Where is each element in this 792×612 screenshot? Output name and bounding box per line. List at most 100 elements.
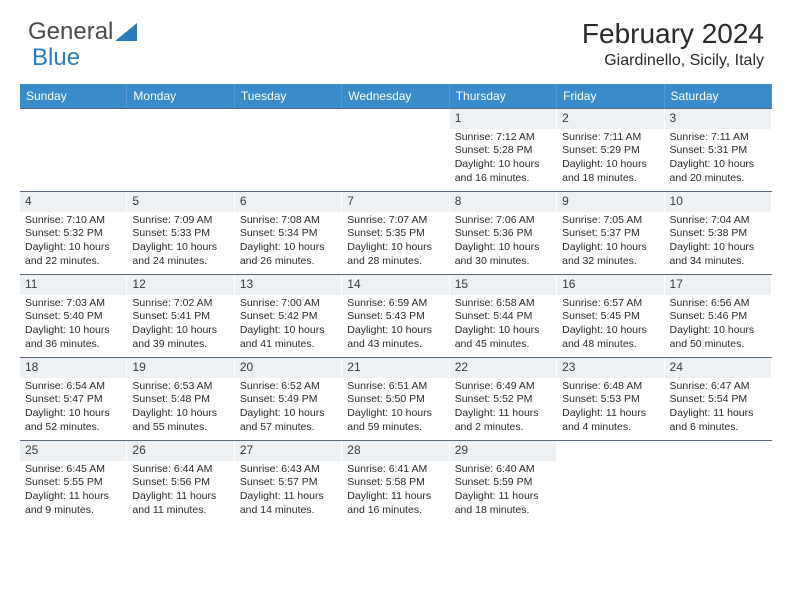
day-number: 22 xyxy=(450,358,556,378)
day-number: 20 xyxy=(235,358,341,378)
day-cell: 23 Sunrise: 6:48 AMSunset: 5:53 PMDayligh… xyxy=(557,358,664,440)
day-number: 9 xyxy=(557,192,663,212)
sunset-text: Sunset: 5:38 PM xyxy=(670,227,766,241)
month-title: February 2024 xyxy=(582,18,764,50)
day-number: 21 xyxy=(342,358,448,378)
daylight-text: Daylight: 10 hours and 55 minutes. xyxy=(132,407,228,434)
sunrise-text: Sunrise: 6:44 AM xyxy=(132,463,228,477)
day-number: 13 xyxy=(235,275,341,295)
sunrise-text: Sunrise: 6:56 AM xyxy=(670,297,766,311)
day-cell: 5Sunrise: 7:09 AMSunset: 5:33 PMDaylight… xyxy=(127,192,234,274)
day-number: 10 xyxy=(665,192,771,212)
daylight-text: Daylight: 10 hours and 57 minutes. xyxy=(240,407,336,434)
sunset-text: Sunset: 5:55 PM xyxy=(25,476,121,490)
sunset-text: Sunset: 5:57 PM xyxy=(240,476,336,490)
sunrise-text: Sunrise: 7:00 AM xyxy=(240,297,336,311)
day-cell: 27Sunrise: 6:43 AMSunset: 5:57 PMDayligh… xyxy=(235,441,342,523)
sunset-text: Sunset: 5:47 PM xyxy=(25,393,121,407)
sunset-text: Sunset: 5:56 PM xyxy=(132,476,228,490)
daylight-text: Daylight: 10 hours and 34 minutes. xyxy=(670,241,766,268)
day-cell: 20Sunrise: 6:52 AMSunset: 5:49 PMDayligh… xyxy=(235,358,342,440)
day-cell: 12 Sunrise: 7:02 AMSunset: 5:41 PMDayligh… xyxy=(127,275,234,357)
title-block: February 2024 Giardinello, Sicily, Italy xyxy=(582,18,764,70)
sunset-text: Sunset: 5:45 PM xyxy=(562,310,658,324)
sunset-text: Sunset: 5:58 PM xyxy=(347,476,443,490)
sunrise-text: Sunrise: 6:58 AM xyxy=(455,297,551,311)
day-cell: 18Sunrise: 6:54 AMSunset: 5:47 PMDayligh… xyxy=(20,358,127,440)
day-cell: 10 Sunrise: 7:04 AMSunset: 5:38 PMDayligh… xyxy=(665,192,772,274)
day-cell: 13 Sunrise: 7:00 AMSunset: 5:42 PMDayligh… xyxy=(235,275,342,357)
daylight-text: Daylight: 10 hours and 26 minutes. xyxy=(240,241,336,268)
logo-triangle-icon xyxy=(115,23,137,41)
sunrise-text: Sunrise: 6:59 AM xyxy=(347,297,443,311)
day-cell: 21Sunrise: 6:51 AMSunset: 5:50 PMDayligh… xyxy=(342,358,449,440)
daylight-text: Daylight: 11 hours and 2 minutes. xyxy=(455,407,551,434)
sunrise-text: Sunrise: 6:51 AM xyxy=(347,380,443,394)
day-cell xyxy=(235,109,342,191)
sunset-text: Sunset: 5:52 PM xyxy=(455,393,551,407)
day-number: 3 xyxy=(665,109,771,129)
day-header: Friday xyxy=(557,84,664,108)
sunrise-text: Sunrise: 6:43 AM xyxy=(240,463,336,477)
day-number: 24 xyxy=(665,358,771,378)
sunrise-text: Sunrise: 7:06 AM xyxy=(455,214,551,228)
sunrise-text: Sunrise: 6:52 AM xyxy=(240,380,336,394)
sunrise-text: Sunrise: 7:07 AM xyxy=(347,214,443,228)
sunset-text: Sunset: 5:40 PM xyxy=(25,310,121,324)
day-cell: 3Sunrise: 7:11 AMSunset: 5:31 PMDaylight… xyxy=(665,109,772,191)
day-cell: 29Sunrise: 6:40 AMSunset: 5:59 PMDayligh… xyxy=(450,441,557,523)
sunrise-text: Sunrise: 6:40 AM xyxy=(455,463,551,477)
day-number: 29 xyxy=(450,441,556,461)
sunset-text: Sunset: 5:31 PM xyxy=(670,144,766,158)
sunset-text: Sunset: 5:54 PM xyxy=(670,393,766,407)
day-cell: 1Sunrise: 7:12 AMSunset: 5:28 PMDaylight… xyxy=(450,109,557,191)
day-number: 17 xyxy=(665,275,771,295)
daylight-text: Daylight: 10 hours and 43 minutes. xyxy=(347,324,443,351)
day-cell: 2Sunrise: 7:11 AMSunset: 5:29 PMDaylight… xyxy=(557,109,664,191)
sunrise-text: Sunrise: 7:09 AM xyxy=(132,214,228,228)
week-row: 4Sunrise: 7:10 AMSunset: 5:32 PMDaylight… xyxy=(20,191,772,274)
sunset-text: Sunset: 5:33 PM xyxy=(132,227,228,241)
sunrise-text: Sunrise: 7:04 AM xyxy=(670,214,766,228)
day-cell: 11Sunrise: 7:03 AMSunset: 5:40 PMDayligh… xyxy=(20,275,127,357)
sunset-text: Sunset: 5:59 PM xyxy=(455,476,551,490)
daylight-text: Daylight: 10 hours and 16 minutes. xyxy=(455,158,551,185)
daylight-text: Daylight: 11 hours and 9 minutes. xyxy=(25,490,121,517)
day-number: 19 xyxy=(127,358,233,378)
daylight-text: Daylight: 10 hours and 18 minutes. xyxy=(562,158,658,185)
sunset-text: Sunset: 5:50 PM xyxy=(347,393,443,407)
day-number: 26 xyxy=(127,441,233,461)
sunset-text: Sunset: 5:41 PM xyxy=(132,310,228,324)
sunset-text: Sunset: 5:35 PM xyxy=(347,227,443,241)
sunrise-text: Sunrise: 6:48 AM xyxy=(562,380,658,394)
daylight-text: Daylight: 11 hours and 11 minutes. xyxy=(132,490,228,517)
day-number: 25 xyxy=(20,441,126,461)
sunrise-text: Sunrise: 7:10 AM xyxy=(25,214,121,228)
day-cell: 15Sunrise: 6:58 AMSunset: 5:44 PMDayligh… xyxy=(450,275,557,357)
daylight-text: Daylight: 10 hours and 39 minutes. xyxy=(132,324,228,351)
sunrise-text: Sunrise: 7:02 AM xyxy=(132,297,228,311)
day-number: 4 xyxy=(20,192,126,212)
day-cell: 8Sunrise: 7:06 AMSunset: 5:36 PMDaylight… xyxy=(450,192,557,274)
sunset-text: Sunset: 5:48 PM xyxy=(132,393,228,407)
sunrise-text: Sunrise: 6:45 AM xyxy=(25,463,121,477)
day-number: 8 xyxy=(450,192,556,212)
sunset-text: Sunset: 5:29 PM xyxy=(562,144,658,158)
daylight-text: Daylight: 10 hours and 22 minutes. xyxy=(25,241,121,268)
day-header: Sunday xyxy=(20,84,127,108)
daylight-text: Daylight: 10 hours and 41 minutes. xyxy=(240,324,336,351)
sunset-text: Sunset: 5:53 PM xyxy=(562,393,658,407)
sunrise-text: Sunrise: 6:49 AM xyxy=(455,380,551,394)
day-number: 12 xyxy=(127,275,233,295)
day-cell: 19Sunrise: 6:53 AMSunset: 5:48 PMDayligh… xyxy=(127,358,234,440)
daylight-text: Daylight: 11 hours and 4 minutes. xyxy=(562,407,658,434)
day-number: 2 xyxy=(557,109,663,129)
sunset-text: Sunset: 5:42 PM xyxy=(240,310,336,324)
week-row: 25Sunrise: 6:45 AMSunset: 5:55 PMDayligh… xyxy=(20,440,772,523)
logo-text-a: General xyxy=(28,18,113,46)
sunrise-text: Sunrise: 7:05 AM xyxy=(562,214,658,228)
day-cell: 4Sunrise: 7:10 AMSunset: 5:32 PMDaylight… xyxy=(20,192,127,274)
day-cell: 17Sunrise: 6:56 AMSunset: 5:46 PMDayligh… xyxy=(665,275,772,357)
daylight-text: Daylight: 10 hours and 48 minutes. xyxy=(562,324,658,351)
day-number: 23 xyxy=(557,358,663,378)
